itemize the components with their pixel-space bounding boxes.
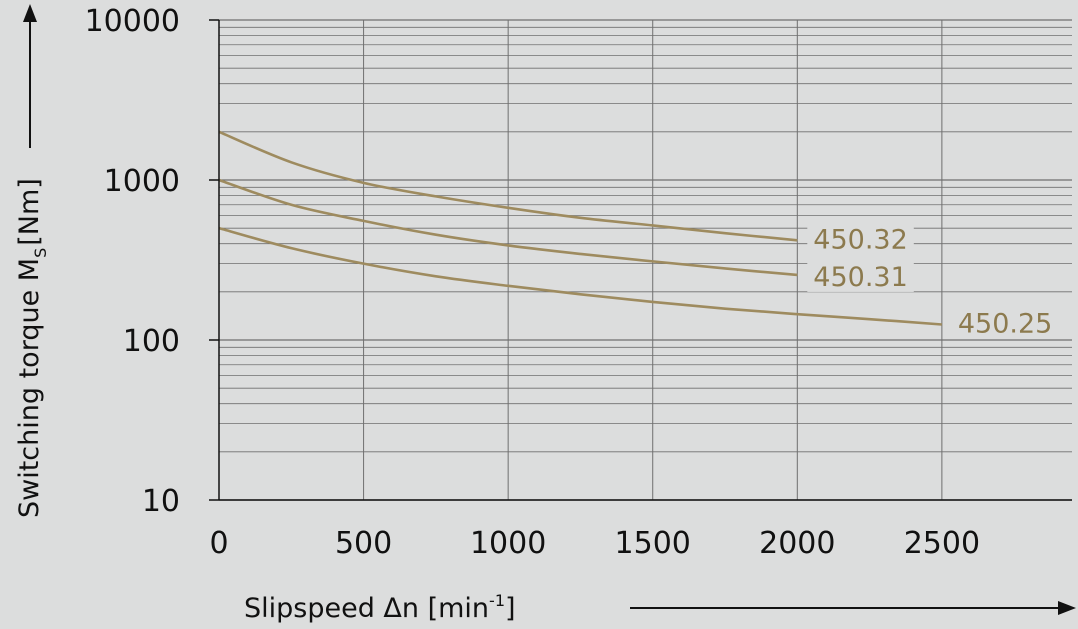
x-tick-label: 500: [335, 526, 392, 561]
x-axis-title: Slipspeed Δn [min-1]: [244, 591, 516, 624]
y-axis-arrow-head: [23, 4, 37, 22]
series-label-bg: [807, 225, 914, 255]
x-tick-label: 1500: [615, 526, 691, 561]
series-line-450.32: [218, 130, 798, 242]
x-tick-labels: 0 500 1000 1500 2000 2500: [209, 526, 980, 561]
series-label-bg: [807, 262, 914, 292]
series-label-450.25: 450.25: [958, 308, 1052, 339]
series-label-bg: [951, 309, 1059, 339]
axes: [209, 19, 1072, 501]
series-lines: [218, 130, 942, 326]
y-tick-label: 10: [142, 484, 180, 519]
y-tick-label: 1000: [104, 164, 180, 199]
series-labels: 450.32 450.31 450.25: [807, 224, 1059, 339]
x-tick-label: 0: [209, 526, 228, 561]
y-tick-label: 10000: [85, 4, 180, 39]
y-tick-label: 100: [123, 324, 180, 359]
series-label-450.31: 450.31: [813, 262, 907, 293]
x-tick-label: 2500: [904, 526, 980, 561]
series-label-450.32: 450.32: [813, 224, 907, 255]
x-tick-label: 1000: [470, 526, 546, 561]
series-line-450.25: [218, 226, 942, 326]
y-axis-title: Switching torque MS[Nm]: [14, 178, 50, 518]
y-tick-labels: 10 100 1000 10000: [85, 4, 180, 519]
x-tick-label: 2000: [759, 526, 835, 561]
x-axis-arrow-head: [1058, 601, 1076, 615]
series-line-450.31: [218, 178, 798, 277]
